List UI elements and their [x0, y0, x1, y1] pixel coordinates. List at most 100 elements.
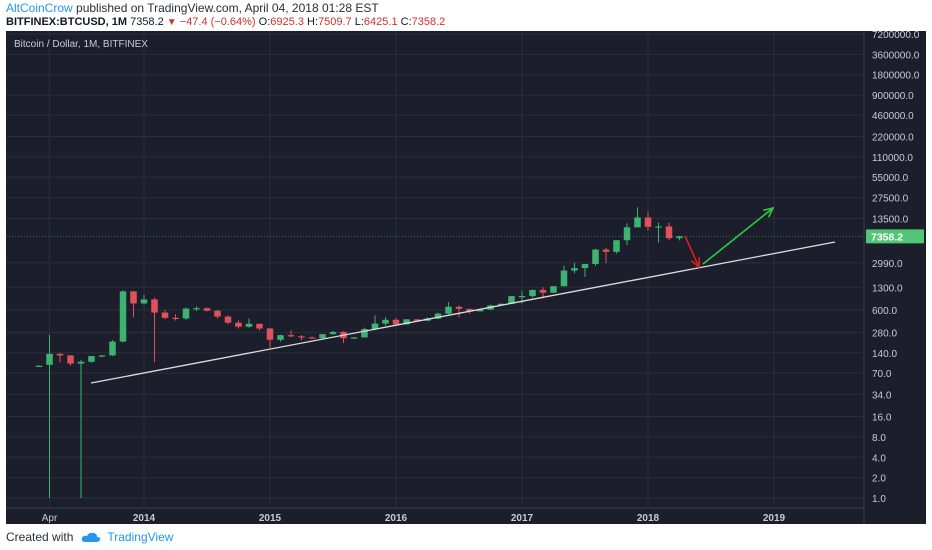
candle-body: [602, 249, 610, 252]
candle-body: [371, 323, 379, 330]
candle: [655, 222, 662, 243]
candle: [203, 307, 211, 312]
last-price-tag: [866, 229, 924, 244]
candle: [98, 354, 106, 358]
candle: [613, 240, 620, 254]
y-tick-label: 13500.0: [872, 215, 909, 226]
change-value: −47.4 (−0.64%): [179, 16, 256, 28]
y-tick-label: 2.0: [872, 474, 886, 485]
candle: [308, 336, 316, 339]
interval-label: , 1M: [105, 16, 128, 28]
y-tick-label: 7200000.0: [872, 31, 920, 41]
candle-body: [655, 226, 662, 228]
y-tick-label: 16.0: [872, 413, 892, 424]
candle: [560, 265, 568, 287]
candle-body: [455, 306, 463, 309]
chart-title: Bitcoin / Dollar, 1M, BITFINEX: [14, 39, 148, 50]
candle-body: [235, 322, 242, 327]
candle-body: [392, 319, 400, 325]
candle-body: [560, 270, 568, 287]
candle-body: [277, 335, 284, 340]
candle-body: [539, 289, 547, 293]
candle: [140, 295, 148, 305]
y-tick-label: 34.0: [872, 390, 892, 401]
candle: [277, 334, 284, 342]
candle-body: [193, 308, 200, 310]
chart-panel[interactable]: 7200000.0 3600000.0 1800000.0 900000.0 46000…: [6, 31, 926, 524]
candle: [151, 297, 158, 363]
open-value: 6925.3: [270, 16, 304, 28]
candle-body: [571, 268, 578, 271]
candle-body: [119, 291, 127, 342]
up-arrow: [702, 206, 775, 265]
candle-body: [88, 356, 95, 362]
candle-body: [581, 264, 589, 269]
candle-body: [466, 308, 473, 312]
candle: [214, 310, 221, 319]
candle-body: [224, 316, 232, 323]
candle-body: [56, 353, 64, 356]
candle: [455, 305, 463, 318]
candle: [550, 286, 557, 294]
candle: [235, 320, 242, 329]
candle: [88, 356, 95, 363]
tradingview-brand[interactable]: TradingView: [107, 530, 174, 544]
candle: [392, 317, 400, 326]
y-tick-label: 1.0: [872, 494, 886, 505]
candle-body: [203, 308, 211, 311]
candle-body: [413, 319, 421, 321]
candle-body: [172, 317, 179, 320]
candle-body: [308, 337, 316, 339]
author-link[interactable]: AltCoinCrow: [6, 1, 73, 15]
candle-body: [182, 308, 190, 319]
candle-body: [644, 217, 652, 227]
candle: [109, 340, 116, 357]
candle: [665, 222, 673, 240]
candle-body: [550, 286, 557, 293]
arrow-shaft: [684, 235, 700, 268]
candle-body: [665, 226, 673, 239]
x-tick-label: 2017: [511, 513, 534, 524]
candle-body: [98, 355, 106, 357]
candle: [287, 330, 295, 337]
candle: [67, 354, 74, 366]
high-value: 7509.7: [318, 16, 352, 28]
y-tick-label: 70.0: [872, 369, 892, 380]
candle-body: [161, 312, 169, 318]
down-triangle-icon: ▼: [166, 17, 177, 28]
candle-body: [256, 323, 263, 329]
candle: [371, 315, 379, 331]
y-tick-label: 460000.0: [872, 111, 914, 122]
candle: [46, 334, 53, 498]
arrow-head: [690, 256, 701, 269]
candle-body: [130, 291, 137, 304]
y-tick-label: 600.0: [872, 306, 897, 317]
candle: [361, 327, 368, 338]
x-tick-label: 2018: [637, 513, 660, 524]
close-value: 7358.2: [411, 16, 446, 28]
candle: [245, 318, 253, 328]
candle: [644, 211, 652, 231]
candle-body: [529, 289, 536, 297]
publish-line: AltCoinCrow published on TradingView.com…: [6, 1, 379, 15]
candle: [119, 290, 127, 343]
y-tick-label: 1800000.0: [872, 71, 920, 82]
y-tick-label: 3600000.0: [872, 50, 920, 61]
y-tick-label: 55000.0: [872, 173, 909, 184]
price-chart[interactable]: 7200000.0 3600000.0 1800000.0 900000.0 46000…: [6, 31, 926, 524]
candle: [382, 317, 389, 326]
y-tick-label: 1300.0: [872, 283, 903, 294]
y-tick-label: 2990.0: [872, 259, 903, 270]
candle: [434, 312, 442, 320]
candle-body: [634, 217, 641, 228]
candle-body: [245, 323, 253, 327]
candle-body: [361, 329, 368, 338]
y-tick-label: 140.0: [872, 349, 897, 360]
last-price: 7358.2: [130, 16, 164, 28]
x-tick-label: 2019: [763, 513, 786, 524]
candle: [172, 314, 179, 321]
candle-body: [434, 313, 442, 319]
arrow-head: [763, 206, 775, 218]
last-price-tag-label: 7358.2: [871, 231, 903, 243]
symbol-name: BITFINEX:BTCUSD: [6, 16, 106, 28]
